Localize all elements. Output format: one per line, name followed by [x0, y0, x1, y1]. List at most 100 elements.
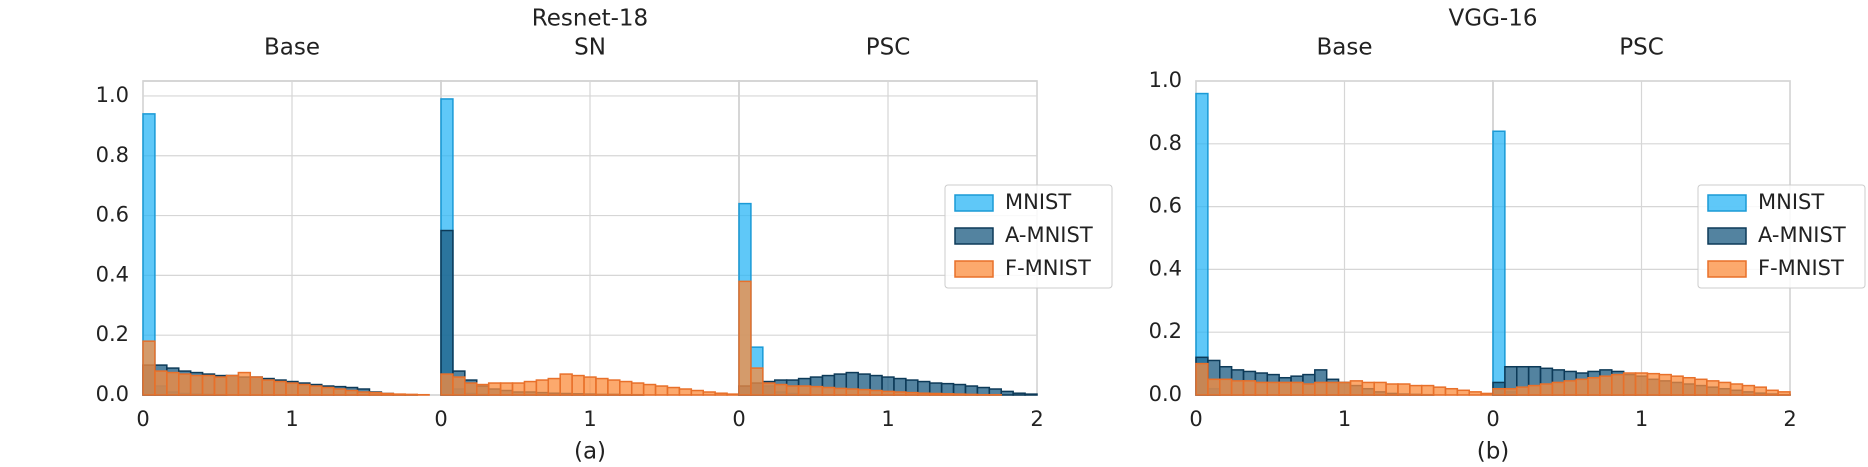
histogram-bar: [1024, 393, 1038, 396]
histogram-bar: [404, 393, 418, 396]
histogram-bar: [690, 389, 704, 396]
histogram-bar: [928, 392, 943, 396]
legend-swatch: [1707, 227, 1747, 245]
y-tick-label: 0.8: [1149, 131, 1182, 155]
histogram-bar: [535, 379, 550, 396]
y-tick-label: 0.0: [1149, 382, 1182, 406]
histogram-bar: [976, 386, 991, 396]
histogram-bar: [1611, 373, 1625, 396]
histogram-bar: [1230, 380, 1245, 396]
histogram-bar: [1634, 372, 1649, 396]
legend-swatch: [954, 260, 994, 278]
histogram-bar: [1278, 381, 1292, 396]
histogram-bar: [1361, 381, 1375, 396]
x-tick-label: 0: [434, 407, 447, 431]
histogram-bar: [654, 385, 669, 396]
y-tick-label: 1.0: [1149, 68, 1182, 92]
histogram-bar: [189, 374, 204, 396]
legend-swatch: [1707, 194, 1747, 212]
y-tick-label: 0.4: [1149, 256, 1182, 280]
histogram-bar: [1242, 380, 1257, 396]
histogram-bar: [1765, 389, 1779, 396]
histogram-bar: [893, 391, 907, 396]
histogram-bar: [1254, 381, 1269, 396]
histogram-bar: [344, 389, 359, 396]
histogram-bar: [452, 376, 466, 396]
histogram-bar: [1729, 383, 1744, 396]
y-tick-label: 0.0: [96, 382, 129, 406]
histogram-bar: [881, 390, 895, 396]
histogram-bar: [440, 373, 454, 396]
x-tick-label: 0: [136, 407, 149, 431]
histogram-bar: [225, 374, 240, 396]
histogram-bar: [1480, 392, 1494, 396]
histogram-bar: [571, 374, 585, 396]
histogram-bar: [1563, 380, 1577, 396]
legend-label: MNIST: [1758, 190, 1824, 214]
histogram-bar: [1337, 381, 1352, 396]
x-tick-label: 2: [1030, 407, 1043, 431]
histogram-bar: [630, 382, 645, 396]
x-tick-label: 1: [583, 407, 596, 431]
histogram-bar: [464, 382, 478, 396]
caption: (b): [1477, 439, 1510, 465]
histogram-bar: [1658, 373, 1672, 396]
histogram-bar: [368, 391, 383, 396]
legend-swatch: [954, 194, 994, 212]
histogram-bar: [940, 393, 955, 396]
histogram-bar: [273, 380, 287, 396]
histogram-bar: [178, 373, 192, 396]
histogram-bar: [738, 280, 752, 396]
group-title: Resnet-18: [532, 6, 648, 32]
y-tick-label: 1.0: [96, 83, 129, 107]
histogram-bar: [774, 383, 788, 396]
x-tick-label: 1: [1635, 407, 1648, 431]
histogram-bar: [952, 393, 967, 396]
histogram-bar: [356, 391, 371, 396]
panel-title: Base: [1316, 35, 1372, 61]
legend-label: MNIST: [1005, 190, 1071, 214]
histogram-bar: [964, 393, 979, 396]
y-tick-label: 0.2: [1149, 319, 1182, 343]
panel-title: Base: [264, 35, 320, 61]
histogram-bar: [1456, 389, 1470, 396]
y-tick-label: 0.6: [1149, 194, 1182, 218]
histogram-bar: [1314, 381, 1328, 396]
histogram-bar: [595, 377, 609, 396]
histogram-bar: [547, 377, 561, 396]
histogram-bar: [1539, 383, 1554, 396]
histogram-bar: [702, 391, 716, 396]
histogram-bar: [785, 385, 800, 396]
x-tick-label: 1: [1338, 407, 1351, 431]
histogram-bar: [201, 374, 216, 396]
histogram-bar: [332, 388, 347, 396]
histogram-bar: [1753, 386, 1767, 396]
histogram-bar: [1432, 386, 1447, 396]
histogram-bar: [166, 371, 180, 396]
y-tick-label: 0.8: [96, 143, 129, 167]
histogram-bar: [523, 380, 538, 396]
histogram-bar: [297, 383, 311, 396]
histogram-bar: [1219, 378, 1233, 396]
histogram-bar: [1551, 381, 1566, 396]
histogram-bar: [1207, 378, 1221, 396]
histogram-bar: [1527, 384, 1542, 396]
x-tick-label: 0: [1189, 407, 1202, 431]
histogram-bar: [1468, 391, 1482, 396]
panel-title: PSC: [1619, 35, 1664, 61]
histogram-bar: [154, 370, 168, 396]
histogram-bar: [380, 392, 395, 396]
histogram-bar: [261, 379, 275, 396]
histogram-bar: [237, 371, 252, 396]
group-title: VGG-16: [1449, 6, 1538, 32]
histogram-bar: [559, 373, 573, 396]
histogram-bar: [511, 382, 526, 396]
histogram-bar: [905, 391, 919, 396]
histogram-bar: [1516, 386, 1530, 396]
histogram-bar: [642, 383, 657, 396]
histogram-bar: [1397, 383, 1411, 396]
histogram-bar: [762, 382, 776, 396]
histogram-bar: [1290, 381, 1304, 396]
histogram-bar: [917, 392, 931, 396]
